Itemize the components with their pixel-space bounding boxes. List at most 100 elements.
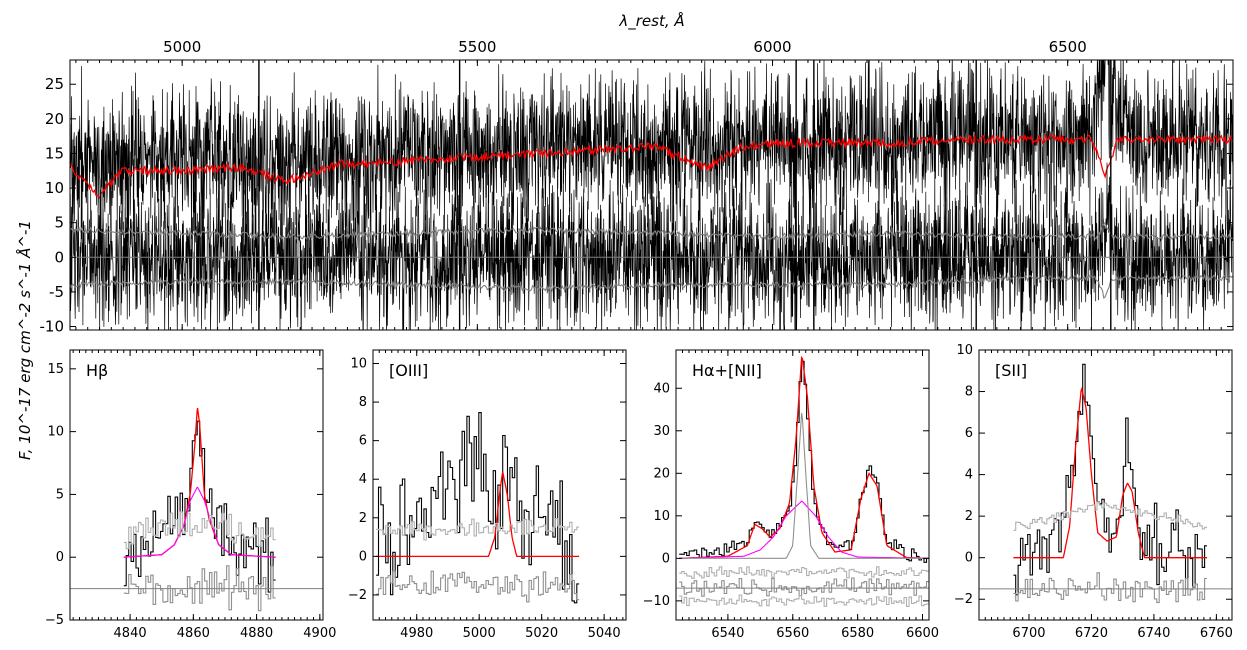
y-tick-label: 2 bbox=[359, 511, 367, 526]
y-tick-label: 5 bbox=[54, 214, 64, 232]
full-best-fit-model-line bbox=[70, 133, 1233, 200]
ticks bbox=[675, 350, 930, 620]
x-tick-label: 4900 bbox=[303, 626, 336, 641]
y-tick-label: 5 bbox=[56, 487, 64, 502]
y-axis-title: F, 10^-17 erg cm^-2 s^-1 Å^-1 bbox=[15, 220, 34, 460]
y-tick-label: 20 bbox=[653, 466, 670, 481]
hbeta-lower-error-envelope-line bbox=[123, 565, 276, 612]
full-upper-error-envelope-line bbox=[70, 221, 1233, 241]
oiii-best-fit-model-line bbox=[376, 471, 580, 558]
hbeta-panel-title: Hβ bbox=[86, 361, 108, 380]
full-observed-spectrum-line bbox=[70, 60, 1233, 257]
hbeta-panel: 4840 4860 4880 4900 −5 0 5 10 15 Hβ bbox=[45, 349, 336, 641]
y-tick-label: 4 bbox=[359, 472, 367, 487]
y-tick-label: −2 bbox=[348, 588, 367, 603]
sii-lower-error-envelope-line bbox=[1013, 572, 1207, 604]
y-tick-label: 10 bbox=[350, 357, 367, 372]
top-axis-title: λ_rest, Å bbox=[618, 11, 684, 31]
oiii-observed-spectrum-line bbox=[376, 412, 580, 604]
sii-best-fit-model-line bbox=[1013, 386, 1207, 559]
y-tick-label: 25 bbox=[45, 75, 64, 93]
y-tick-label: −5 bbox=[45, 613, 64, 628]
plot-area bbox=[979, 363, 1232, 604]
y-tick-label: 8 bbox=[965, 385, 973, 400]
ticks bbox=[978, 349, 1232, 620]
halpha-nii-panel-title: Hα+[NII] bbox=[692, 361, 762, 380]
halpha-nii-observed-spectrum-line bbox=[679, 360, 929, 563]
halpha-nii-upper-error-envelope-line bbox=[679, 566, 929, 579]
x-tick-label: 6760 bbox=[1200, 626, 1233, 641]
x-tick-label: 6600 bbox=[906, 626, 939, 641]
y-tick-label: 8 bbox=[359, 395, 367, 410]
x-tick-label: 6540 bbox=[711, 626, 744, 641]
hbeta-upper-error-envelope-line bbox=[123, 511, 276, 550]
halpha-nii-mid-error-envelope-line bbox=[679, 577, 929, 597]
hbeta-axes-frame bbox=[69, 349, 324, 621]
y-tick-label: 40 bbox=[653, 381, 670, 396]
y-tick-label: 6 bbox=[965, 426, 973, 441]
y-tick-label: 0 bbox=[965, 551, 973, 566]
x-tick-label: 4880 bbox=[240, 626, 273, 641]
ticks bbox=[70, 60, 1234, 330]
ticks bbox=[70, 350, 323, 621]
plot-area bbox=[70, 407, 323, 612]
full-axes-frame bbox=[69, 59, 1234, 331]
plot-area bbox=[676, 355, 929, 607]
plot-area bbox=[376, 412, 580, 604]
full-residuals-line bbox=[70, 159, 1233, 330]
full-lower-error-envelope-line bbox=[70, 273, 1233, 300]
hbeta-broad-component-line bbox=[123, 486, 276, 558]
sii-observed-spectrum-line bbox=[1013, 363, 1207, 596]
halpha-nii-narrow-component-line bbox=[679, 412, 929, 559]
sii-panel: 6700 6720 6740 6760 −2 0 2 4 6 8 10 [SII] bbox=[954, 343, 1233, 641]
x-tick-label: 4840 bbox=[114, 626, 147, 641]
y-tick-label: 0 bbox=[56, 550, 64, 565]
y-tick-label: −10 bbox=[643, 594, 670, 609]
halpha-nii-axes-frame bbox=[675, 349, 930, 621]
oiii-lower-error-envelope-line bbox=[376, 570, 580, 603]
plot-area bbox=[70, 60, 1233, 330]
y-tick-label: 0 bbox=[54, 248, 64, 266]
x-tick-label: 6720 bbox=[1075, 626, 1108, 641]
y-tick-label: 10 bbox=[653, 509, 670, 524]
x-tick-label: 5000 bbox=[163, 38, 201, 56]
x-tick-label: 5040 bbox=[588, 626, 621, 641]
y-tick-label: 10 bbox=[47, 425, 64, 440]
hbeta-best-fit-model-line bbox=[123, 407, 276, 558]
sii-panel-title: [SII] bbox=[995, 361, 1027, 380]
hbeta-observed-spectrum-line bbox=[123, 420, 276, 593]
x-tick-label: 6580 bbox=[841, 626, 874, 641]
halpha-nii-panel: 6540 6560 6580 6600 −10 0 10 20 30 40 Hα+[NII] bbox=[643, 349, 939, 641]
sii-axes-frame bbox=[978, 349, 1233, 621]
x-tick-label: 5020 bbox=[525, 626, 558, 641]
y-tick-label: 15 bbox=[45, 144, 64, 162]
y-tick-label: -10 bbox=[40, 318, 65, 336]
halpha-nii-lower-error-envelope-line bbox=[679, 594, 929, 607]
y-tick-label: 2 bbox=[965, 509, 973, 524]
x-tick-label: 4860 bbox=[177, 626, 210, 641]
y-tick-label: 20 bbox=[45, 110, 64, 128]
x-tick-label: 6700 bbox=[1012, 626, 1045, 641]
x-tick-label: 5500 bbox=[458, 38, 496, 56]
sii-upper-error-envelope-line bbox=[1013, 501, 1207, 531]
ticks bbox=[372, 350, 626, 620]
oiii-panel: 4980 5000 5020 5040 −2 0 2 4 6 8 10 [OIII] bbox=[348, 349, 627, 641]
halpha-nii-broad-component-line bbox=[679, 500, 929, 559]
y-tick-label: 10 bbox=[956, 343, 973, 358]
x-tick-label: 4980 bbox=[400, 626, 433, 641]
y-tick-label: 15 bbox=[47, 362, 64, 377]
x-tick-label: 6740 bbox=[1137, 626, 1170, 641]
y-tick-label: 6 bbox=[359, 434, 367, 449]
halpha-nii-best-fit-model-line bbox=[679, 355, 929, 559]
y-tick-label: −2 bbox=[954, 592, 973, 607]
full-spectrum-panel: 5000 5500 6000 6500 -10 -5 0 5 10 15 20 25 bbox=[40, 38, 1234, 336]
oiii-axes-frame bbox=[372, 349, 627, 621]
y-tick-label: 4 bbox=[965, 468, 973, 483]
y-tick-label: 30 bbox=[653, 424, 670, 439]
x-tick-label: 6500 bbox=[1049, 38, 1087, 56]
x-tick-label: 5000 bbox=[463, 626, 496, 641]
oiii-upper-error-envelope-line bbox=[376, 517, 580, 541]
y-tick-label: 0 bbox=[359, 549, 367, 564]
x-tick-label: 6000 bbox=[753, 38, 791, 56]
